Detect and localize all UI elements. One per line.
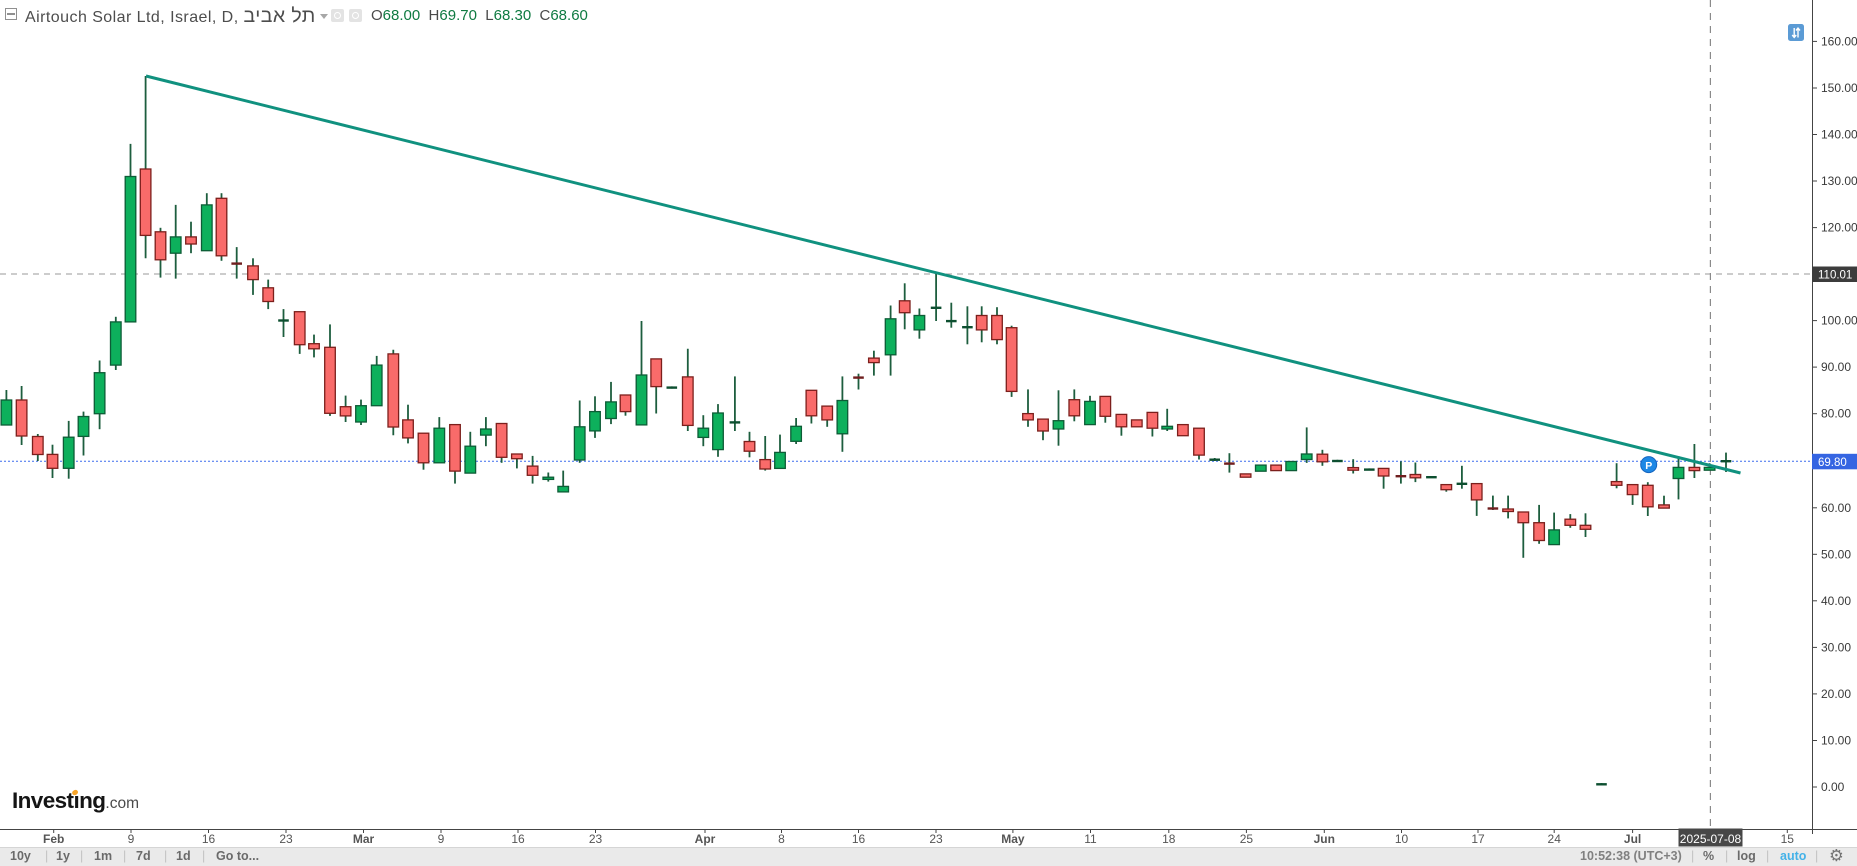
svg-text:16: 16 xyxy=(511,832,525,846)
svg-text:160.00: 160.00 xyxy=(1821,34,1857,48)
svg-text:10.00: 10.00 xyxy=(1821,734,1851,748)
svg-text:110.01: 110.01 xyxy=(1818,270,1852,282)
svg-text:Mar: Mar xyxy=(353,832,375,846)
svg-text:130.00: 130.00 xyxy=(1821,174,1857,188)
svg-text:25: 25 xyxy=(1240,832,1254,846)
svg-text:23: 23 xyxy=(279,832,293,846)
svg-text:30.00: 30.00 xyxy=(1821,640,1851,654)
svg-text:23: 23 xyxy=(929,832,943,846)
svg-text:Apr: Apr xyxy=(695,832,716,846)
svg-text:9: 9 xyxy=(128,832,135,846)
svg-text:0.00: 0.00 xyxy=(1821,780,1845,794)
svg-text:80.00: 80.00 xyxy=(1821,407,1851,421)
svg-text:23: 23 xyxy=(589,832,603,846)
svg-text:11: 11 xyxy=(1084,832,1097,846)
svg-text:2025-07-08: 2025-07-08 xyxy=(1680,832,1742,846)
svg-text:140.00: 140.00 xyxy=(1821,128,1857,142)
svg-text:May: May xyxy=(1001,832,1025,846)
svg-text:8: 8 xyxy=(778,832,785,846)
svg-text:9: 9 xyxy=(438,832,445,846)
svg-text:69.80: 69.80 xyxy=(1818,457,1847,469)
svg-text:50.00: 50.00 xyxy=(1821,547,1851,561)
svg-text:90.00: 90.00 xyxy=(1821,360,1851,374)
svg-text:18: 18 xyxy=(1162,832,1176,846)
svg-text:20.00: 20.00 xyxy=(1821,687,1851,701)
svg-text:Feb: Feb xyxy=(43,832,64,846)
svg-text:60.00: 60.00 xyxy=(1821,501,1851,515)
svg-text:Jun: Jun xyxy=(1314,832,1335,846)
svg-text:120.00: 120.00 xyxy=(1821,221,1857,235)
svg-text:40.00: 40.00 xyxy=(1821,594,1851,608)
svg-text:150.00: 150.00 xyxy=(1821,81,1857,95)
svg-text:15: 15 xyxy=(1781,832,1795,846)
svg-text:10: 10 xyxy=(1395,832,1409,846)
svg-text:100.00: 100.00 xyxy=(1821,314,1857,328)
svg-text:24: 24 xyxy=(1548,832,1562,846)
svg-text:Jul: Jul xyxy=(1624,832,1641,846)
svg-text:P: P xyxy=(1645,460,1652,472)
svg-text:17: 17 xyxy=(1471,832,1485,846)
svg-text:16: 16 xyxy=(202,832,216,846)
svg-text:16: 16 xyxy=(852,832,866,846)
